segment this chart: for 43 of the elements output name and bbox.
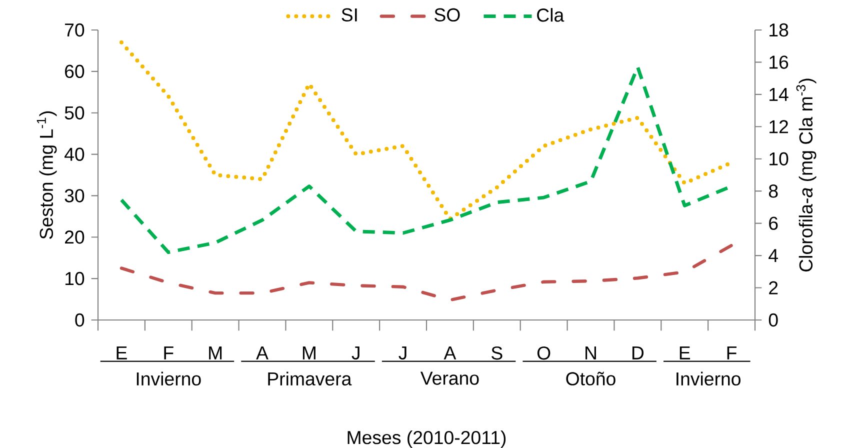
- x-tick-label: A: [256, 346, 268, 360]
- y2-axis-title: Clorofila-a (mg Cla m$^{-3}$): [796, 78, 816, 272]
- legend-label: SO: [434, 8, 460, 22]
- x-tick-label: O: [537, 346, 550, 360]
- x-tick-label: D: [632, 346, 644, 360]
- y-tick-label: 30: [64, 189, 84, 202]
- y2-tick-label: 16: [770, 56, 788, 69]
- x-tick-label: F: [164, 346, 174, 360]
- x-tick-label: A: [444, 346, 456, 360]
- y2-tick-label: 6: [769, 216, 778, 230]
- y2-tick-label: 12: [770, 120, 788, 134]
- y2-tick-label: 18: [770, 23, 788, 37]
- y-tick-label: 0: [75, 313, 84, 327]
- x-tick-label: M: [302, 346, 316, 360]
- x-tick-label: F: [727, 346, 736, 360]
- y-tick-label: 40: [64, 148, 84, 161]
- text: Primavera: [268, 372, 352, 386]
- y-tick-label: 60: [65, 64, 84, 78]
- x-tick-label: E: [680, 346, 690, 360]
- x-tick-label: J: [352, 346, 360, 360]
- y-tick-label: 10: [66, 272, 84, 286]
- x-axis-title: Meses (2010-2011): [348, 430, 506, 448]
- x-tick-label: S: [492, 346, 502, 360]
- x-tick-label: N: [586, 346, 596, 360]
- legend-label: SI: [342, 8, 357, 22]
- y2-tick-label: 4: [768, 249, 778, 262]
- legend-label: Cla: [537, 8, 564, 22]
- y-tick-label: 70: [65, 23, 84, 37]
- y-tick-label: 20: [65, 230, 84, 244]
- text: Otoño: [566, 372, 616, 386]
- x-tick-label: E: [116, 346, 127, 360]
- y2-tick-label: 8: [768, 184, 778, 198]
- y2-tick-label: 14: [770, 88, 788, 101]
- text: Verano: [420, 372, 479, 385]
- y2-tick-label: 2: [769, 281, 778, 294]
- text: Invierno: [136, 372, 201, 386]
- text: Invierno: [676, 372, 740, 386]
- x-tick-label: M: [209, 346, 222, 360]
- y-tick-label: 50: [64, 106, 84, 120]
- y-axis-title: Seston (mg L$^{-1}$): [36, 111, 57, 239]
- x-tick-label: J: [398, 346, 406, 360]
- y2-tick-label: 10: [770, 152, 788, 166]
- y2-tick-label: 0: [768, 313, 778, 327]
